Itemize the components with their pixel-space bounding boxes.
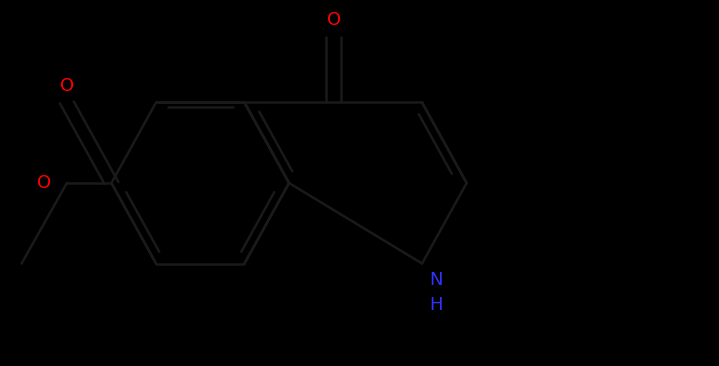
Text: O: O: [60, 77, 74, 95]
Text: H: H: [429, 296, 443, 314]
Text: O: O: [37, 174, 51, 192]
Text: O: O: [326, 11, 341, 29]
Text: N: N: [429, 271, 443, 289]
